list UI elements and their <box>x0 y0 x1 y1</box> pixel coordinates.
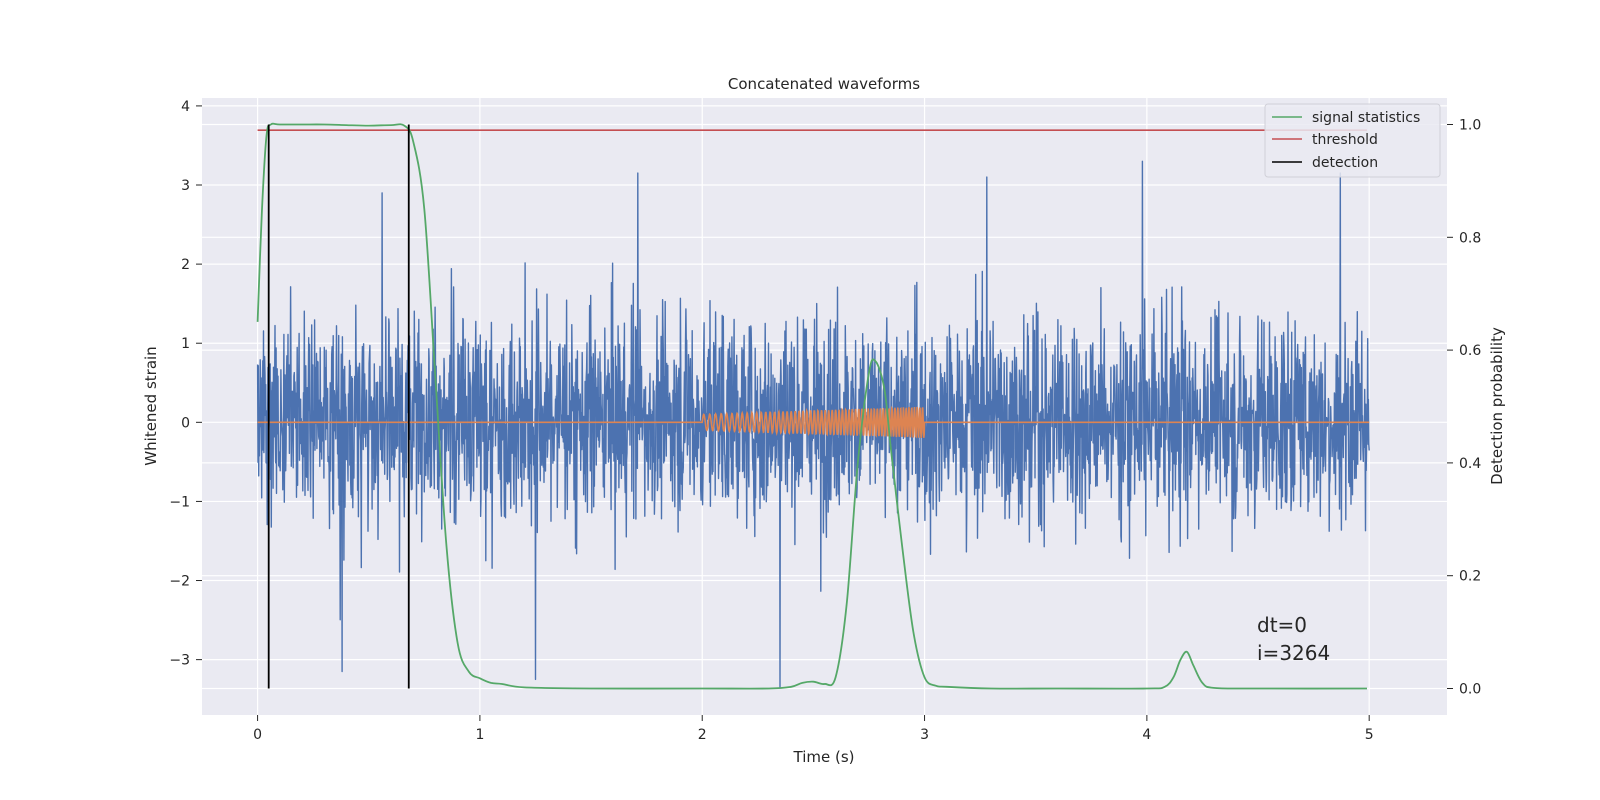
signal-statistics-line <box>256 122 1368 690</box>
y-tick-label: 1 <box>181 336 190 352</box>
y-axis-label: Whitened strain <box>142 346 160 465</box>
y2-tick-label: 1.0 <box>1459 118 1481 134</box>
chirp-series <box>257 405 1370 439</box>
y-tick-label: 0 <box>181 415 190 431</box>
x-tick-label: 2 <box>698 727 707 743</box>
y2-tick-label: 0.2 <box>1459 569 1481 585</box>
strain-series <box>256 160 1370 688</box>
y2-tick-label: 0.0 <box>1459 681 1481 697</box>
y-tick-label: −3 <box>169 653 190 669</box>
y2-tick-label: 0.4 <box>1459 456 1481 472</box>
strain-line <box>256 160 1370 688</box>
x-axis-label: Time (s) <box>793 748 855 766</box>
annotation-i: i=3264 <box>1257 641 1330 665</box>
y2-tick-label: 0.6 <box>1459 343 1481 359</box>
overlay-series <box>256 122 1368 690</box>
x-tick-label: 3 <box>920 727 929 743</box>
legend-label-threshold: threshold <box>1312 132 1378 148</box>
chirp-line <box>257 405 1370 439</box>
legend-box <box>1264 103 1441 178</box>
axis-ticks: 0 1 2 3 4 5 −3 −2 −1 0 1 2 3 4 0.0 0.2 0.4 0.6 0.8 1.0 <box>169 99 1481 743</box>
y2-axis-label: Detection probability <box>1488 327 1506 485</box>
y-tick-label: 3 <box>181 178 190 194</box>
x-tick-label: 0 <box>253 727 262 743</box>
legend-label-detection: detection <box>1312 155 1378 171</box>
x-tick-label: 1 <box>475 727 484 743</box>
y-tick-label: −2 <box>169 574 190 590</box>
y-tick-label: 4 <box>181 99 190 115</box>
chart-title: Concatenated waveforms <box>728 75 920 93</box>
legend: signal statistics threshold detection <box>1264 103 1441 178</box>
legend-label-signal-statistics: signal statistics <box>1312 110 1420 126</box>
y-tick-label: 2 <box>181 257 190 273</box>
x-tick-label: 4 <box>1142 727 1151 743</box>
x-tick-label: 5 <box>1365 727 1374 743</box>
y2-tick-label: 0.8 <box>1459 230 1481 246</box>
y-tick-label: −1 <box>169 494 190 510</box>
annotation-dt: dt=0 <box>1257 613 1307 637</box>
